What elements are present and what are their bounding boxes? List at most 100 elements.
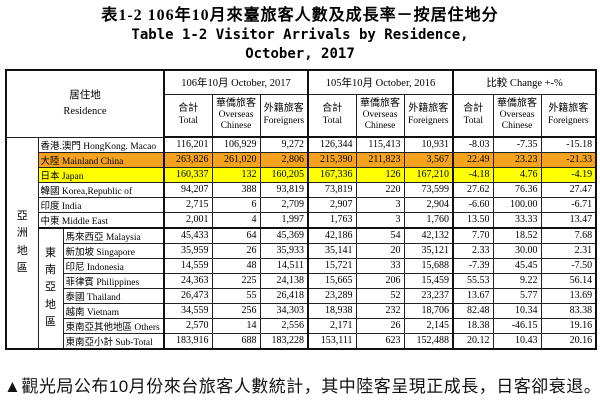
- cell-value: 2.31: [540, 242, 597, 259]
- cell-value: 55.53: [452, 272, 494, 289]
- header-change: 比較 Change +-%: [452, 69, 597, 95]
- cell-value: -15.18: [540, 136, 597, 153]
- cell-value: 54: [355, 226, 405, 244]
- header-overseas-chinese-2017: 華僑旅客 Overseas Chinese: [211, 93, 261, 138]
- subregion-label-southeast-asia: 東南亞地區: [37, 226, 64, 349]
- row-label: 東南亞其他地區 Others: [62, 317, 165, 334]
- table-row-middle-east: 中東 Middle East 2,001 4 1,997 1,763 3 1,7…: [6, 211, 597, 228]
- cell-value: -8.03: [452, 136, 494, 153]
- cell-value: 160,205: [259, 166, 309, 183]
- table-title-zh: 表1-2 106年10月來臺旅客人數及成長率－按居住地分: [101, 7, 499, 24]
- cell-value: -6.71: [540, 196, 597, 213]
- table-row-others: 東南亞其他地區 Others 2,570 14 2,556 2,171 26 2…: [6, 317, 597, 334]
- cell-value: 2,715: [163, 196, 213, 213]
- table-title-block: 表1-2 106年10月來臺旅客人數及成長率－按居住地分 Table 1-2 V…: [0, 0, 600, 64]
- cell-value: 15,665: [307, 272, 357, 289]
- cell-value: 160,337: [163, 166, 213, 183]
- cell-value: 688: [211, 332, 261, 349]
- cell-value: 2.33: [452, 242, 494, 259]
- cell-value: 126,344: [307, 136, 357, 153]
- cell-value: 14: [211, 317, 261, 334]
- row-label: 印度 India: [37, 196, 165, 213]
- header-residence-zh: 居住地: [69, 90, 101, 101]
- header-residence-en: Residence: [63, 105, 107, 117]
- table-row-japan: 日本 Japan 160,337 132 160,205 167,336 126…: [6, 166, 597, 183]
- table-row-subtotal: 東南亞小計 Sub-Total 183,916 688 183,228 153,…: [6, 332, 597, 349]
- cell-value: 15,688: [403, 257, 454, 274]
- table-title-date: October, 2017: [245, 46, 355, 62]
- cell-value: 15,721: [307, 257, 357, 274]
- header-total-2016: 合計 Total: [307, 93, 357, 138]
- cell-value: 73,599: [403, 181, 454, 198]
- cell-value: 220: [355, 181, 405, 198]
- header-residence: 居住地 Residence: [5, 69, 165, 138]
- cell-value: 215,390: [307, 151, 357, 168]
- news-caption: ▲觀光局公布10月份來台旅客人數統計，其中陸客呈現正成長，日客卻衰退。: [4, 376, 600, 396]
- cell-value: 33: [355, 257, 405, 274]
- cell-value: 7.68: [540, 226, 597, 244]
- cell-value: 18,938: [307, 302, 357, 319]
- cell-value: 4: [211, 211, 261, 228]
- row-label: 馬來西亞 Malaysia: [62, 226, 165, 244]
- table-row-hongkong-macao: 亞洲地區 香港.澳門 HongKong. Macao 116,201 106,9…: [5, 136, 597, 349]
- cell-value: 211,823: [355, 151, 405, 168]
- cell-value: 1,760: [403, 211, 454, 228]
- cell-value: -7.50: [540, 257, 597, 274]
- cell-value: 42,132: [403, 226, 454, 244]
- cell-value: 132: [211, 166, 261, 183]
- cell-value: 388: [211, 181, 261, 198]
- cell-value: 3,567: [403, 151, 454, 168]
- cell-value: 126: [355, 166, 405, 183]
- cell-value: 26,473: [163, 287, 213, 304]
- cell-value: 23,237: [403, 287, 454, 304]
- cell-value: 13.69: [540, 287, 597, 304]
- cell-value: 73,819: [307, 181, 357, 198]
- cell-value: -6.60: [452, 196, 494, 213]
- table-title-en: Table 1-2 Visitor Arrivals by Residence,: [131, 27, 469, 43]
- cell-value: 45,369: [259, 226, 309, 244]
- cell-value: 152,488: [403, 332, 454, 349]
- row-label: 印尼 Indonesia: [62, 257, 165, 274]
- table-row-mainland-china: 大陸 Mainland China 263,826 261,020 2,806 …: [6, 151, 597, 168]
- cell-value: 23.23: [492, 151, 542, 168]
- cell-value: 82.48: [452, 302, 494, 319]
- cell-value: 2,806: [259, 151, 309, 168]
- cell-value: 10.34: [492, 302, 542, 319]
- cell-value: 18,706: [403, 302, 454, 319]
- cell-value: 232: [355, 302, 405, 319]
- cell-value: 225: [211, 272, 261, 289]
- cell-value: 13.50: [452, 211, 494, 228]
- cell-value: 183,228: [259, 332, 309, 349]
- cell-value: 13.67: [452, 287, 494, 304]
- table-row-thailand: 泰國 Thailand 26,473 55 26,418 23,289 52 2…: [6, 287, 597, 304]
- cell-value: 45,433: [163, 226, 213, 244]
- cell-value: 100.00: [492, 196, 542, 213]
- cell-value: 20.16: [540, 332, 597, 349]
- cell-value: 115,413: [355, 136, 405, 153]
- cell-value: 10,931: [403, 136, 454, 153]
- cell-value: 2,570: [163, 317, 213, 334]
- cell-value: 9.22: [492, 272, 542, 289]
- row-label: 泰國 Thailand: [62, 287, 165, 304]
- cell-value: 256: [211, 302, 261, 319]
- cell-value: 18.52: [492, 226, 542, 244]
- cell-value: 261,020: [211, 151, 261, 168]
- cell-value: 3: [355, 211, 405, 228]
- cell-value: 35,933: [259, 242, 309, 259]
- cell-value: 116,201: [163, 136, 213, 153]
- cell-value: 3: [355, 196, 405, 213]
- cell-value: 26,418: [259, 287, 309, 304]
- cell-value: 20: [355, 242, 405, 259]
- row-label: 香港.澳門 HongKong. Macao: [37, 136, 165, 153]
- table-row-indonesia: 印尼 Indonesia 14,559 48 14,511 15,721 33 …: [6, 257, 597, 274]
- cell-value: 42,186: [307, 226, 357, 244]
- cell-value: 30.00: [492, 242, 542, 259]
- table-row-vietnam: 越南 Vietnam 34,559 256 34,303 18,938 232 …: [6, 302, 597, 319]
- cell-value: -46.15: [492, 317, 542, 334]
- cell-value: 19.16: [540, 317, 597, 334]
- cell-value: 24,138: [259, 272, 309, 289]
- cell-value: -21.33: [540, 151, 597, 168]
- cell-value: 4.76: [492, 166, 542, 183]
- cell-value: 35,959: [163, 242, 213, 259]
- row-label: 菲律賓 Philippines: [62, 272, 165, 289]
